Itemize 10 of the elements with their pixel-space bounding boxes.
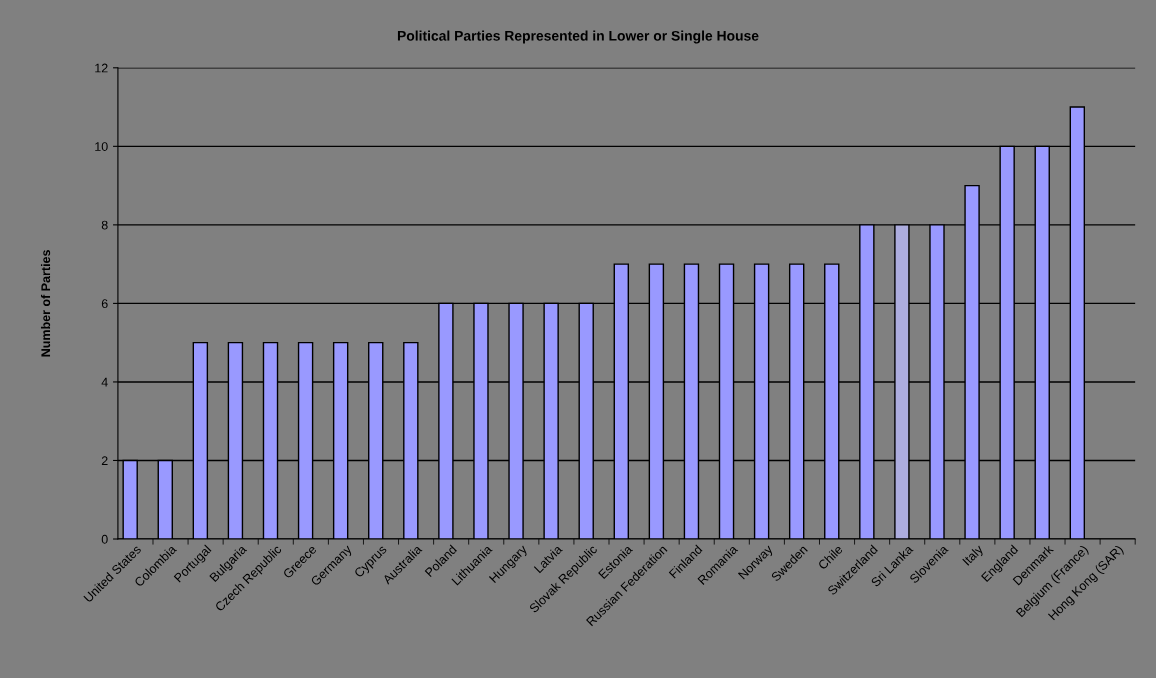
y-tick-label: 10	[95, 142, 108, 151]
y-tick-label: 12	[95, 63, 108, 73]
y-tick-label: 8	[101, 220, 108, 230]
y-tick-label: 0	[101, 534, 108, 544]
y-tick-label: 4	[101, 377, 108, 387]
y-tick-label: 6	[101, 299, 108, 309]
y-tick-label: 2	[101, 456, 108, 465]
y-axis-title: Number of Parties	[40, 250, 51, 357]
x-tick-label: Italy	[961, 543, 986, 568]
chart-title: Political Parties Represented in Lower or Single House	[397, 30, 759, 44]
